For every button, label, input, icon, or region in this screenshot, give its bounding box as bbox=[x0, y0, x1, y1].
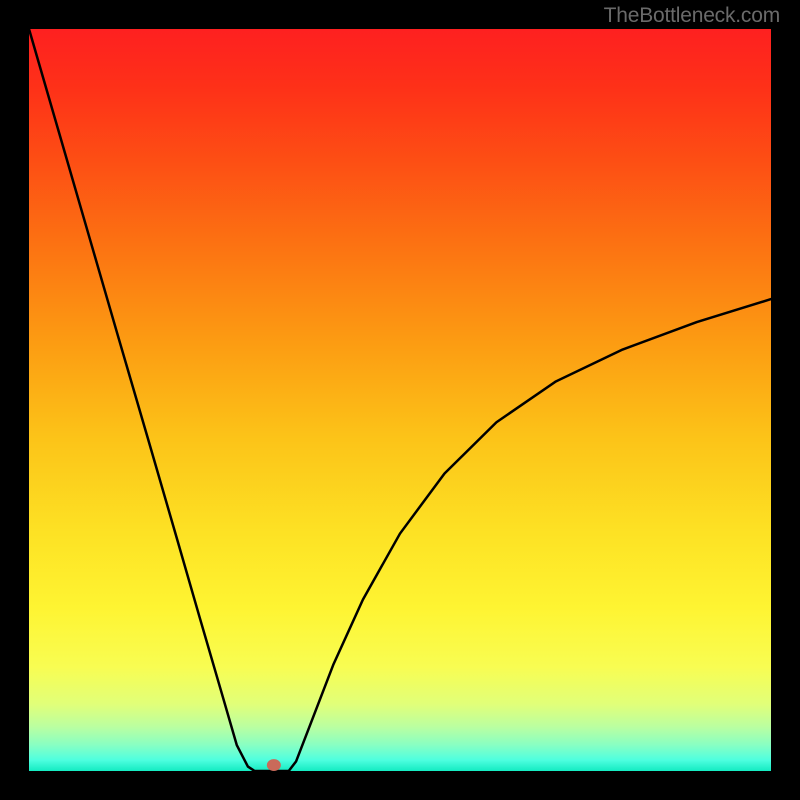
chart-container: TheBottleneck.com bbox=[0, 0, 800, 800]
watermark-text: TheBottleneck.com bbox=[604, 4, 780, 28]
plot-background bbox=[29, 29, 771, 771]
optimal-point-marker bbox=[267, 759, 281, 771]
chart-svg bbox=[0, 0, 800, 800]
